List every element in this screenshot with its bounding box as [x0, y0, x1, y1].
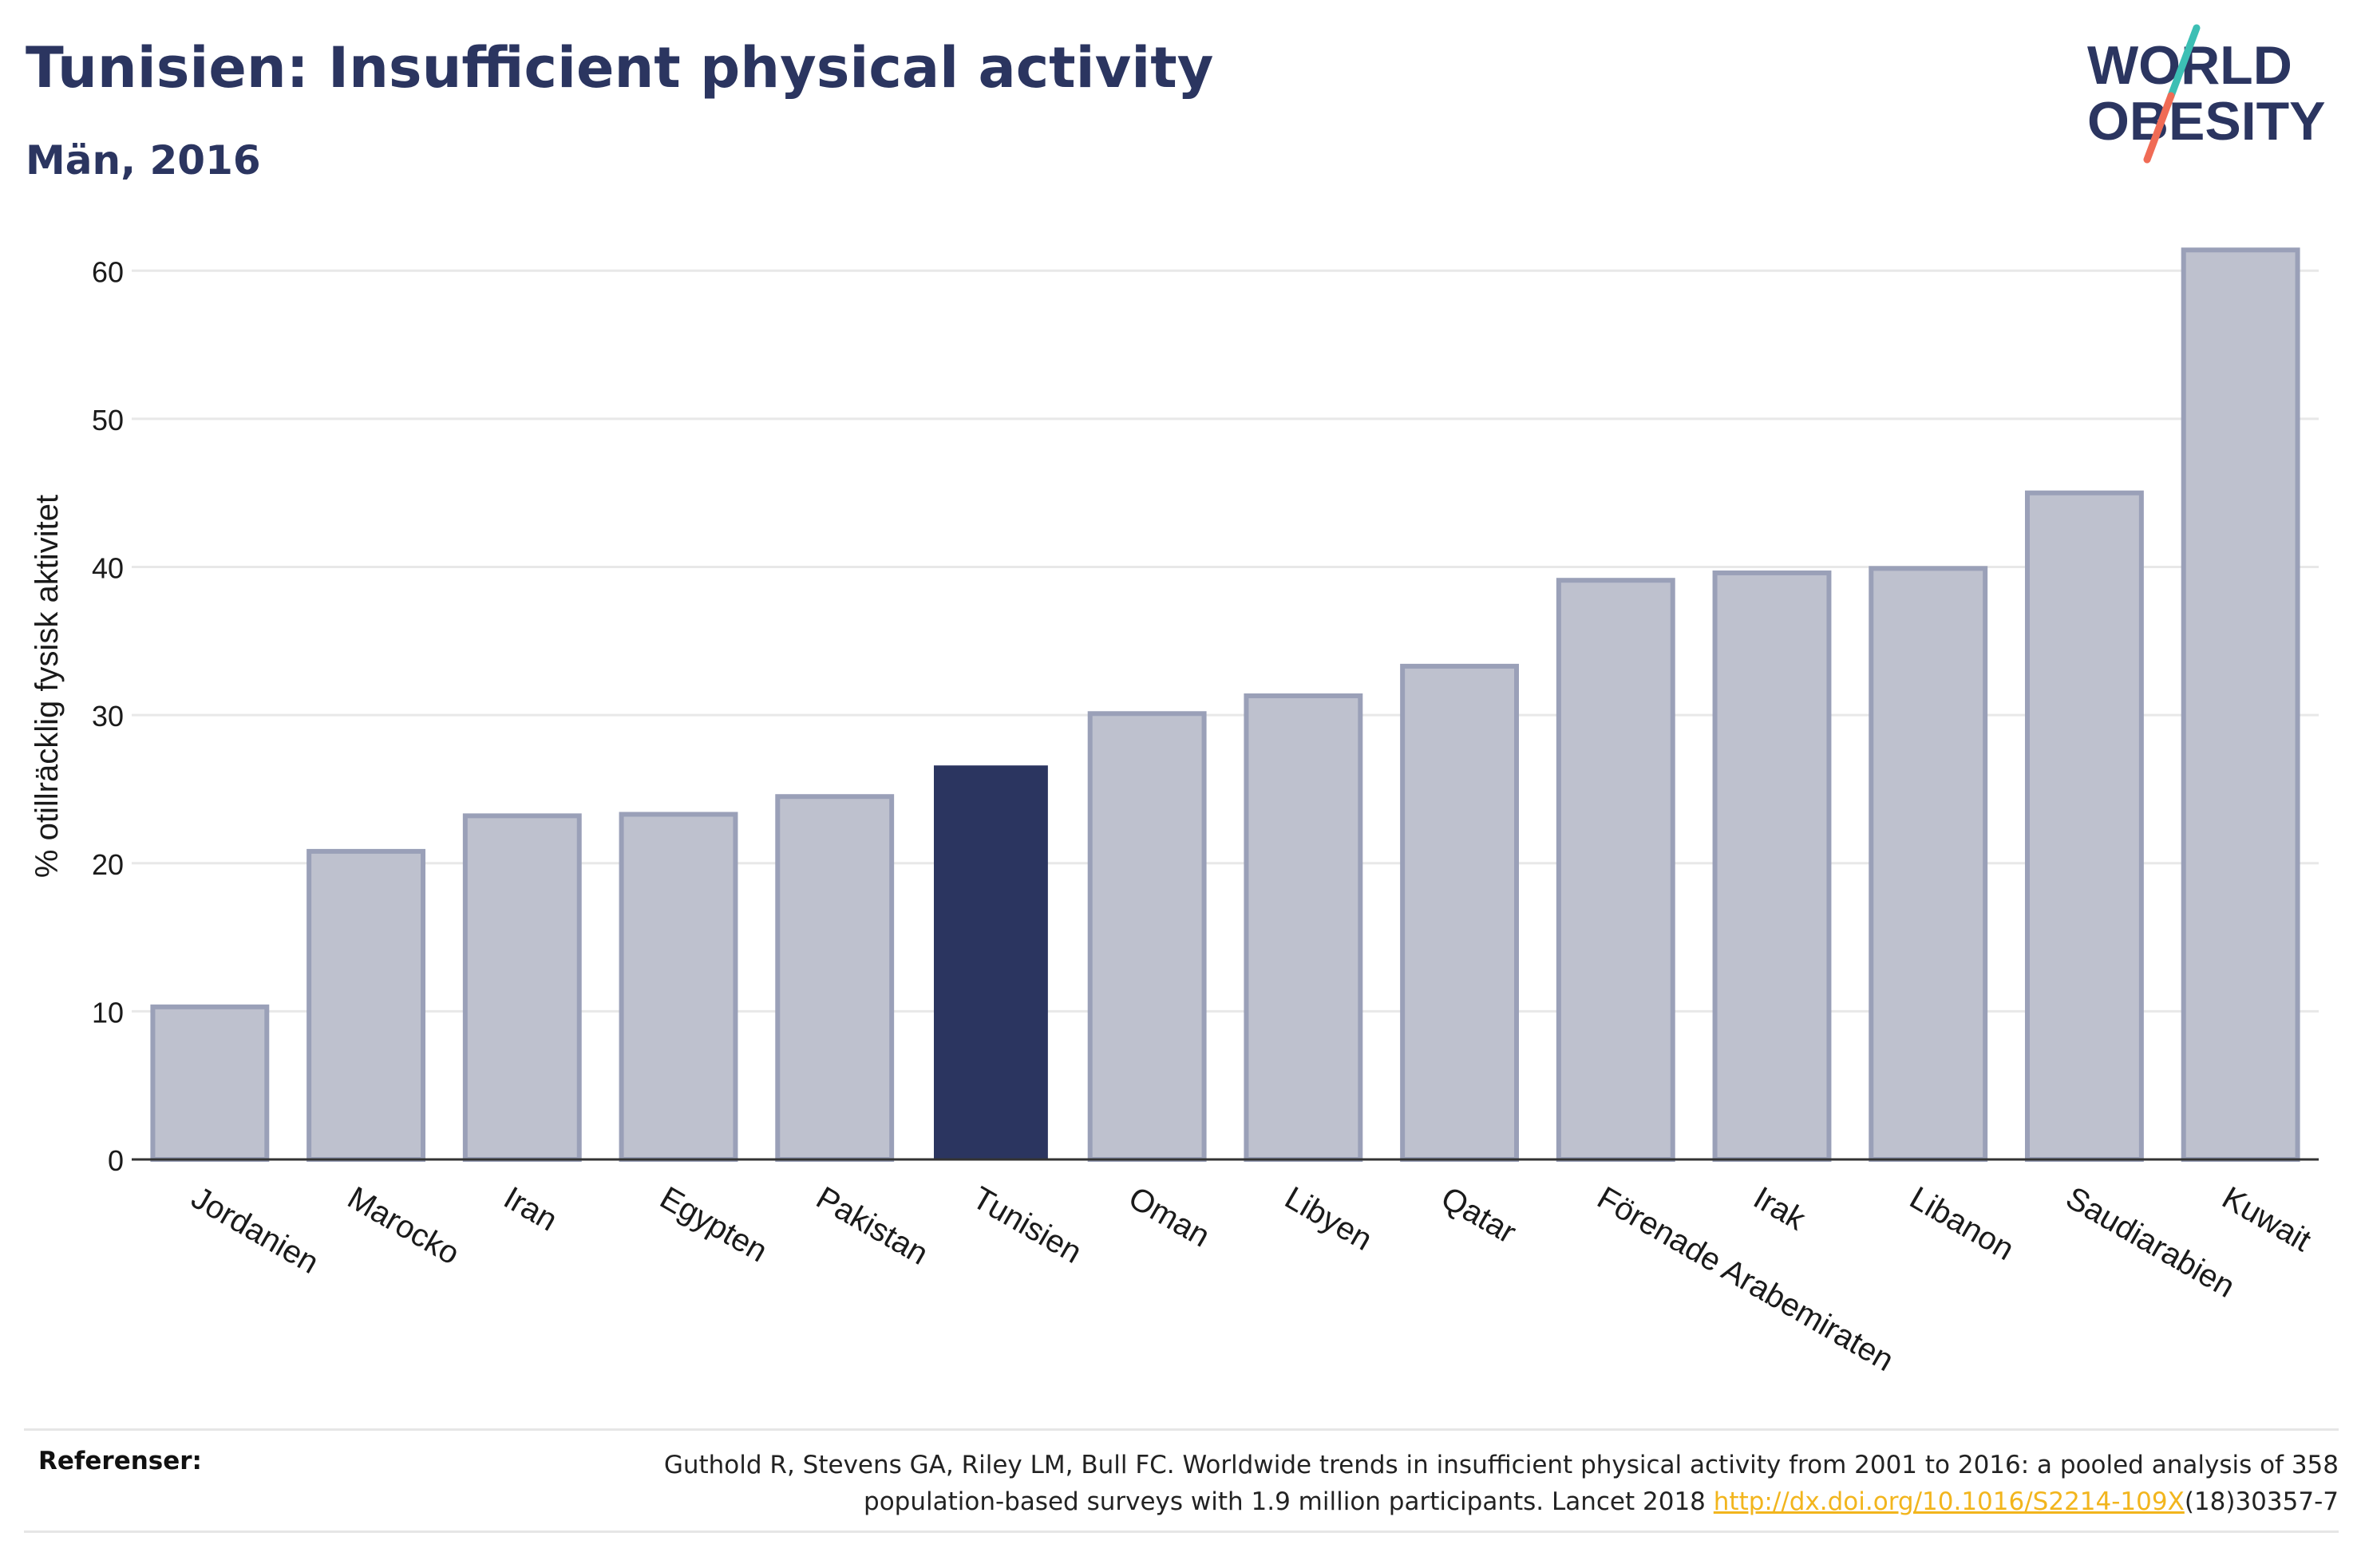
citation-line1: Guthold R, Stevens GA, Riley LM, Bull FC…: [663, 1451, 2339, 1479]
bar-pakistan: [775, 794, 895, 1162]
logo-slash-teal: [2167, 24, 2201, 100]
bar-qatar: [1400, 663, 1520, 1162]
bar-saudiarabien: [2024, 490, 2144, 1162]
x-tick-label: Tunisien: [967, 1180, 1088, 1270]
bar-chart: 0 10 20 30 40 50 60 Jordanien Marocko Iran Egypten…: [30, 247, 2319, 1378]
logo-text-obesity: OBESITY: [2087, 91, 2326, 152]
bar-kuwait: [2181, 247, 2300, 1163]
doi-link[interactable]: http://dx.doi.org/10.1016/S2214-109X: [1713, 1487, 2185, 1516]
bar-iran: [462, 813, 582, 1162]
world-obesity-logo: WORLD OBESITY: [2087, 24, 2326, 164]
y-tick-label: 10: [92, 996, 124, 1029]
x-tick-label: Förenade Arabemiraten: [1592, 1180, 1900, 1378]
y-axis-title: % otillräcklig fysisk aktivitet: [30, 495, 65, 878]
bar-jordanien: [150, 1004, 270, 1163]
chart-subtitle: Män, 2016: [26, 137, 261, 184]
bar-irak: [1712, 570, 1832, 1162]
references-label: Referenser:: [38, 1447, 202, 1475]
x-tick-label: Qatar: [1435, 1180, 1522, 1250]
y-tick-label: 0: [108, 1144, 124, 1177]
bar-tunisien: [933, 765, 1048, 1159]
bar-libyen: [1244, 693, 1363, 1162]
chart-title: Tunisien: Insufficient physical activity: [26, 35, 1214, 101]
x-tick-label: Libyen: [1279, 1180, 1378, 1258]
y-tick-label: 30: [92, 700, 124, 733]
references-section: Referenser: Guthold R, Stevens GA, Riley…: [24, 1428, 2339, 1533]
doi-suffix: (18)30357-7: [2184, 1487, 2339, 1516]
y-tick-label: 60: [92, 255, 124, 288]
x-tick-label: Iran: [498, 1180, 564, 1238]
x-tick-label: Irak: [1748, 1180, 1813, 1238]
citation-line2: population-based surveys with 1.9 millio…: [864, 1487, 1706, 1516]
x-tick-label: Marocko: [342, 1180, 465, 1272]
bar-egypten: [619, 812, 738, 1163]
y-tick-label: 20: [92, 848, 124, 881]
x-tick-label: Oman: [1123, 1180, 1216, 1254]
x-tick-label: Pakistan: [810, 1180, 934, 1272]
y-tick-label: 50: [92, 404, 124, 436]
y-tick-label: 40: [92, 552, 124, 585]
x-tick-label: Jordanien: [185, 1180, 324, 1281]
bar-marocko: [306, 848, 426, 1163]
references-citation: Guthold R, Stevens GA, Riley LM, Bull FC…: [359, 1447, 2339, 1520]
x-tick-label: Libanon: [1904, 1180, 2019, 1267]
bar-förenade-arabemiraten: [1556, 578, 1675, 1162]
bar-libanon: [1869, 566, 1988, 1162]
gridlines: [132, 269, 2319, 1013]
x-tick-label: Kuwait: [2217, 1180, 2317, 1258]
logo-slash-coral: [2143, 92, 2175, 164]
bar-oman: [1087, 711, 1207, 1162]
x-tick-label: Egypten: [655, 1180, 773, 1269]
x-tick-label: Saudiarabien: [2060, 1180, 2240, 1305]
bars: [150, 247, 2300, 1163]
